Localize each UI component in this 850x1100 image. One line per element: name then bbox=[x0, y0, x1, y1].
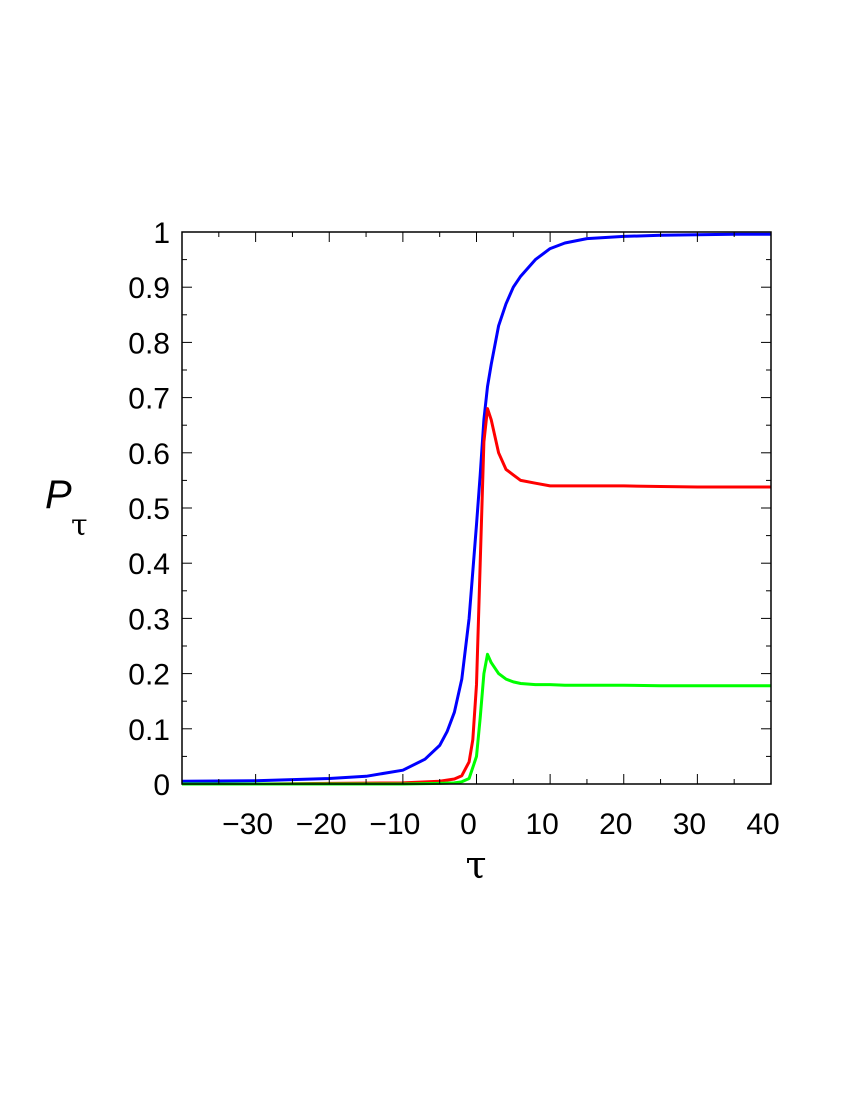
y-tick-label: 0.4 bbox=[128, 548, 170, 581]
y-tick-label: 0.3 bbox=[128, 603, 170, 636]
x-axis-label: τ bbox=[465, 843, 486, 887]
x-tick-label: −30 bbox=[222, 808, 273, 841]
x-tick-label: 10 bbox=[525, 808, 558, 841]
series-line-0 bbox=[181, 232, 771, 783]
x-tick-label: 40 bbox=[746, 808, 779, 841]
x-tick-label: 20 bbox=[599, 808, 632, 841]
y-axis-label-main: P bbox=[45, 473, 72, 517]
series-layer bbox=[181, 232, 771, 786]
x-tick-label: 30 bbox=[673, 808, 706, 841]
x-tick-label: 0 bbox=[460, 808, 477, 841]
y-tick-label: 0.9 bbox=[128, 272, 170, 305]
y-tick-label: 0 bbox=[153, 769, 170, 802]
y-tick-label: 0.5 bbox=[128, 493, 170, 526]
x-tick-label: −10 bbox=[369, 808, 420, 841]
y-tick-label: 0.8 bbox=[128, 327, 170, 360]
y-axis-label: P bbox=[45, 473, 72, 517]
y-tick-label: 0.6 bbox=[128, 438, 170, 471]
ticks-layer bbox=[182, 232, 771, 784]
tick-labels-layer: −30 −20 −10 0 10 20 30 40 0 0.1 0.2 0.3 0.4 0.5 0.6 0.7… bbox=[128, 217, 779, 841]
y-axis-label-subscript: τ bbox=[71, 508, 88, 543]
y-tick-label: 1 bbox=[153, 217, 170, 250]
series-line-1 bbox=[182, 407, 771, 786]
x-tick-label: −20 bbox=[296, 808, 347, 841]
y-tick-label: 0.7 bbox=[128, 383, 170, 416]
y-tick-label: 0.2 bbox=[128, 659, 170, 692]
y-tick-label: 0.1 bbox=[128, 714, 170, 747]
